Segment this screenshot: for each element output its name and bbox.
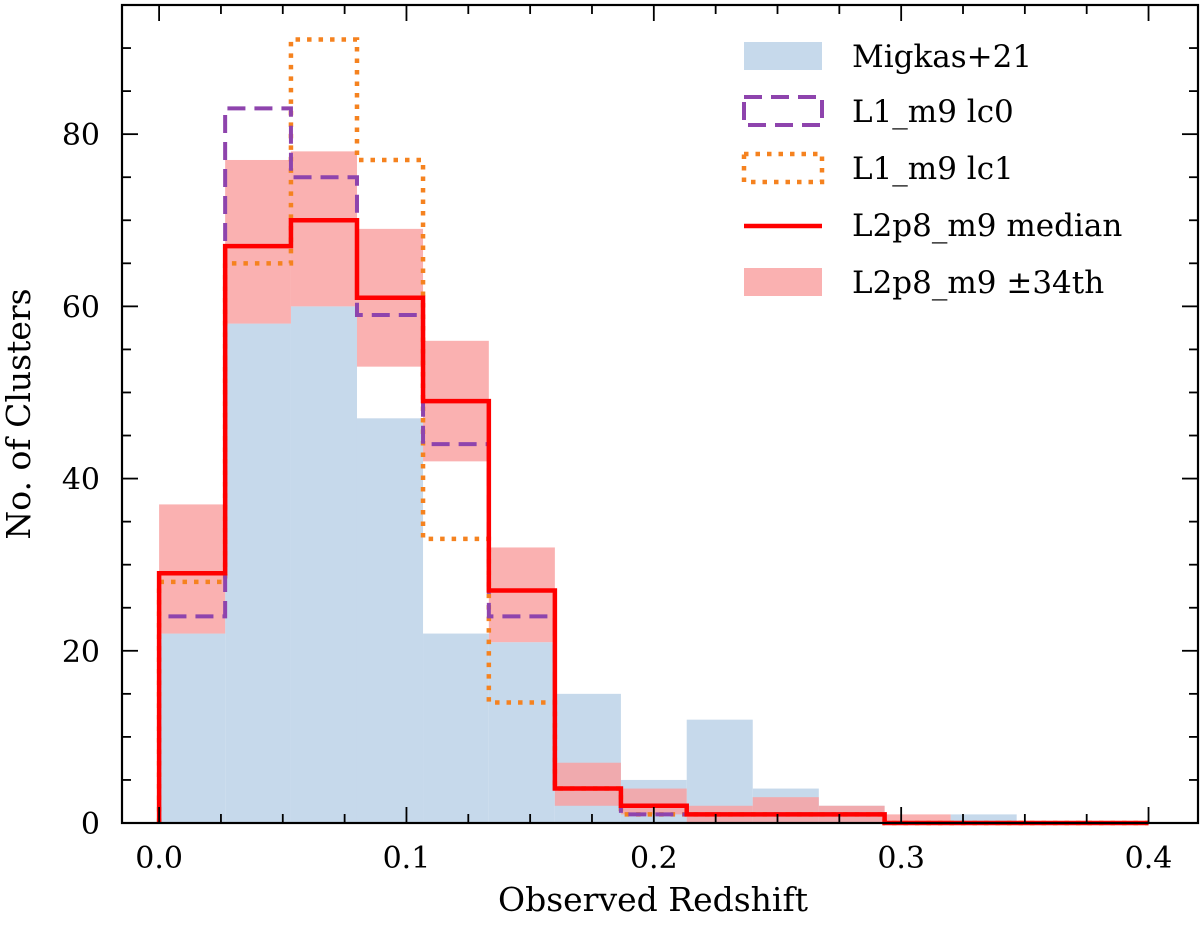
legend-swatch-lc0 (742, 95, 824, 127)
tick-labels-layer: 0.0 0.1 0.2 0.3 0.4 0 20 40 60 80 (62, 118, 1173, 876)
migkas-bar (225, 323, 291, 823)
band-bin (884, 814, 951, 823)
x-tick-label: 0.0 (135, 841, 183, 876)
y-tick-label: 0 (81, 807, 100, 842)
band-bin (752, 797, 819, 823)
x-tick-label: 0.1 (383, 841, 431, 876)
legend-swatch-band (744, 268, 822, 296)
band-bin (225, 159, 291, 324)
lc0-step-line (157, 106, 1149, 825)
migkas-bar (356, 418, 424, 823)
ticks-layer (122, 5, 1198, 824)
x-axis-title: Observed Redshift (498, 880, 808, 919)
y-axis-title: No. of Clusters (0, 288, 38, 539)
x-tick-label: 0.2 (630, 841, 678, 876)
legend-label-migkas: Migkas+21 (852, 39, 1032, 75)
band-bin (290, 151, 357, 307)
legend-label-median: L2p8_m9 median (852, 208, 1122, 244)
y-tick-label: 60 (62, 290, 100, 325)
migkas-bar (290, 306, 357, 823)
band-bin (554, 762, 621, 806)
y-tick-label: 20 (62, 635, 100, 670)
median-step-line (156, 218, 1149, 826)
legend-label-lc0: L1_m9 lc0 (852, 94, 1014, 130)
legend-label-lc1: L1_m9 lc1 (852, 151, 1014, 187)
y-tick-label: 80 (62, 118, 100, 153)
legend-label-band: L2p8_m9 ±34th (852, 265, 1104, 301)
band-bin (159, 504, 226, 634)
migkas-bars-layer (159, 306, 1017, 823)
migkas-bar (423, 633, 489, 823)
legend: Migkas+21 L1_m9 lc0 L1_m9 lc1 L2p8_m9 me… (741, 39, 1122, 301)
band-bin (488, 547, 555, 643)
x-tick-label: 0.3 (877, 841, 925, 876)
plot-frame (120, 3, 1200, 825)
migkas-bar (488, 642, 555, 823)
y-tick-label: 40 (62, 463, 100, 498)
legend-swatch-migkas (744, 42, 822, 70)
migkas-bar (950, 814, 1017, 823)
legend-swatch-lc1 (741, 151, 825, 185)
migkas-bar (159, 633, 226, 823)
x-tick-label: 0.4 (1125, 841, 1173, 876)
